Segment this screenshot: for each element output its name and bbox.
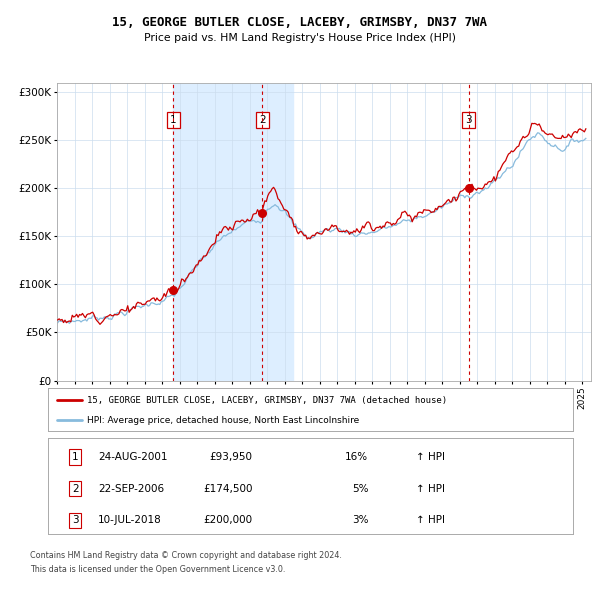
Text: £174,500: £174,500 xyxy=(203,484,253,494)
Text: 22-SEP-2006: 22-SEP-2006 xyxy=(98,484,164,494)
Text: 2: 2 xyxy=(72,484,79,494)
Text: 3%: 3% xyxy=(352,516,368,526)
Text: 24-AUG-2001: 24-AUG-2001 xyxy=(98,452,167,462)
Text: 5%: 5% xyxy=(352,484,368,494)
Text: 3: 3 xyxy=(466,115,472,125)
Text: 3: 3 xyxy=(72,516,79,526)
Text: Price paid vs. HM Land Registry's House Price Index (HPI): Price paid vs. HM Land Registry's House … xyxy=(144,33,456,42)
Text: HPI: Average price, detached house, North East Lincolnshire: HPI: Average price, detached house, Nort… xyxy=(88,415,359,425)
Text: 16%: 16% xyxy=(345,452,368,462)
Text: ↑ HPI: ↑ HPI xyxy=(416,484,445,494)
Text: £93,950: £93,950 xyxy=(210,452,253,462)
Text: 10-JUL-2018: 10-JUL-2018 xyxy=(98,516,161,526)
Text: ↑ HPI: ↑ HPI xyxy=(416,516,445,526)
Text: ↑ HPI: ↑ HPI xyxy=(416,452,445,462)
Text: 15, GEORGE BUTLER CLOSE, LACEBY, GRIMSBY, DN37 7WA (detached house): 15, GEORGE BUTLER CLOSE, LACEBY, GRIMSBY… xyxy=(88,396,448,405)
Text: 1: 1 xyxy=(72,452,79,462)
Text: £200,000: £200,000 xyxy=(203,516,253,526)
Text: 15, GEORGE BUTLER CLOSE, LACEBY, GRIMSBY, DN37 7WA: 15, GEORGE BUTLER CLOSE, LACEBY, GRIMSBY… xyxy=(113,16,487,29)
Bar xyxy=(173,83,293,381)
Text: Contains HM Land Registry data © Crown copyright and database right 2024.: Contains HM Land Registry data © Crown c… xyxy=(30,551,342,560)
Text: 2: 2 xyxy=(259,115,266,125)
Text: This data is licensed under the Open Government Licence v3.0.: This data is licensed under the Open Gov… xyxy=(30,565,286,574)
Text: 1: 1 xyxy=(170,115,176,125)
